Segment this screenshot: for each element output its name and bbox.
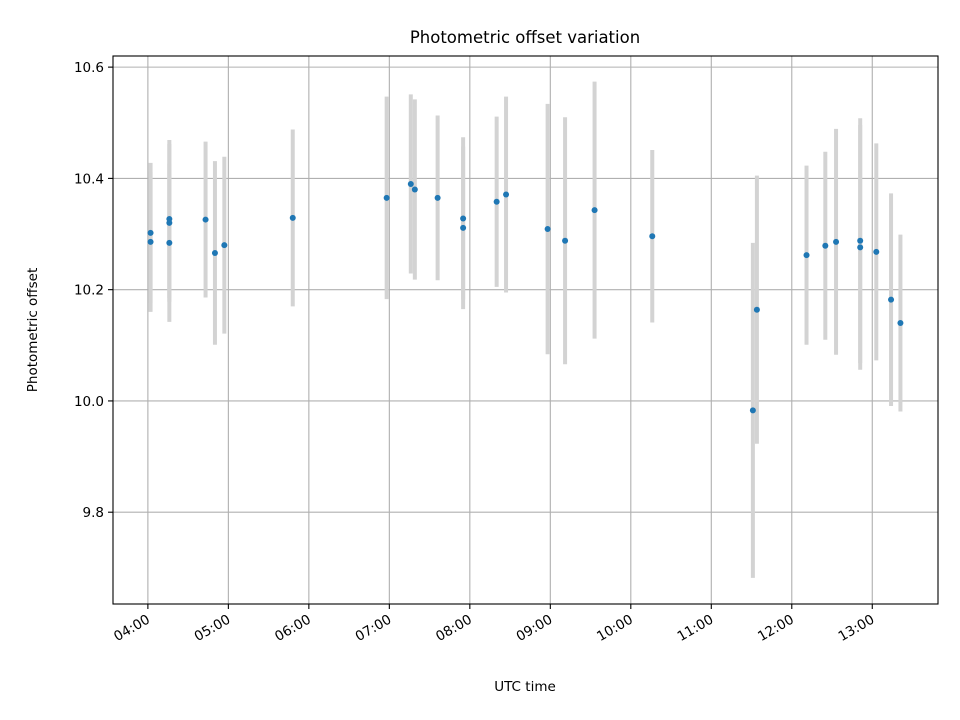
data-point [493,198,500,205]
y-tick-label: 9.8 [83,505,104,521]
data-point [833,238,840,245]
plot-frame [112,55,939,605]
data-point [503,191,510,198]
data-point [166,239,173,246]
data-point [897,320,904,327]
x-axis-label: UTC time [494,679,556,695]
data-point [749,407,756,414]
y-tick-label: 10.2 [74,283,104,299]
data-point [873,248,880,255]
data-point [753,306,760,313]
y-axis-label: Photometric offset [25,268,41,392]
data-point [562,237,569,244]
data-point [147,238,154,245]
data-point [460,215,467,222]
data-points [147,180,904,414]
data-point [434,194,441,201]
y-tick-label: 10.6 [74,60,104,76]
y-axis-ticks: 9.8 10.0 10.2 10.4 10.6 [74,60,113,521]
data-point [857,244,864,251]
chart-title: Photometric offset variation [410,28,640,47]
data-point [649,233,656,240]
grid [113,56,938,604]
data-point [147,229,154,236]
data-point [221,242,228,249]
data-point [211,249,218,256]
data-point [460,224,467,231]
data-point [857,237,864,244]
data-point [166,219,173,226]
data-point [822,242,829,249]
data-point [202,216,209,223]
y-tick-label: 10.0 [74,394,104,410]
data-point [544,226,551,233]
data-point [591,207,598,214]
data-point [383,194,390,201]
y-tick-label: 10.4 [74,171,104,187]
data-point [411,186,418,193]
data-point [407,180,414,187]
data-point [803,252,810,259]
data-point [289,214,296,221]
data-point [888,296,895,303]
